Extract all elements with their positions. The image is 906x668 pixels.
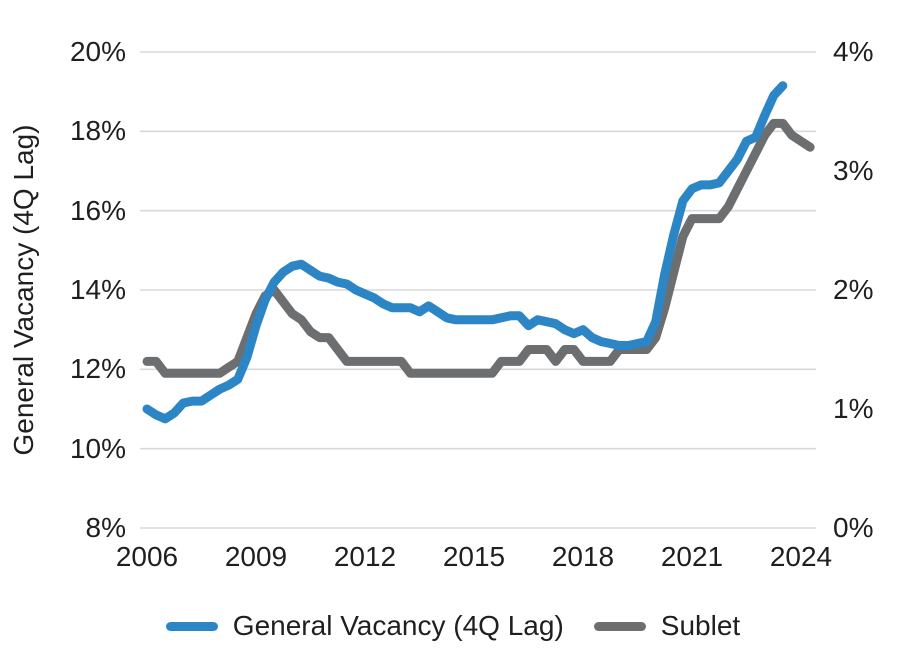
y-left-tick-10%: 10% <box>69 432 126 464</box>
x-tick-2018: 2018 <box>551 541 615 572</box>
y-right-tick-3%: 3% <box>833 155 874 186</box>
x-tick-2006: 2006 <box>115 541 179 572</box>
y-right-tick-0%: 0% <box>833 512 874 543</box>
x-tick-2021: 2021 <box>660 541 724 572</box>
legend-label-sublet: Sublet <box>660 610 741 641</box>
legend-swatch-general-vacancy-icon <box>165 621 218 631</box>
y-left-tick-14%: 14% <box>69 274 126 305</box>
x-tick-2009: 2009 <box>224 541 288 572</box>
y-left-tick-16%: 16% <box>69 194 126 226</box>
chart-legend: General Vacancy (4Q Lag) Sublet <box>0 604 906 648</box>
legend-swatch-sublet-icon <box>593 621 646 631</box>
y-left-tick-18%: 18% <box>69 115 126 147</box>
legend-item-general-vacancy: General Vacancy (4Q Lag) <box>165 610 564 642</box>
y-left-tick-20%: 20% <box>69 36 126 67</box>
y-left-tick-12%: 12% <box>69 353 126 385</box>
legend-label-general-vacancy: General Vacancy (4Q Lag) <box>232 610 564 641</box>
y-right-tick-4%: 4% <box>833 36 874 67</box>
y-right-tick-1%: 1% <box>833 393 874 424</box>
legend-item-sublet: Sublet <box>593 610 741 642</box>
y-left-tick-8%: 8% <box>85 512 126 543</box>
series-line-sublet <box>142 118 815 378</box>
series-line-general-vacancy <box>142 81 788 424</box>
x-tick-2015: 2015 <box>442 541 506 572</box>
x-tick-2024: 2024 <box>769 541 833 572</box>
y-right-tick-2%: 2% <box>833 274 874 305</box>
x-tick-2012: 2012 <box>333 541 397 572</box>
